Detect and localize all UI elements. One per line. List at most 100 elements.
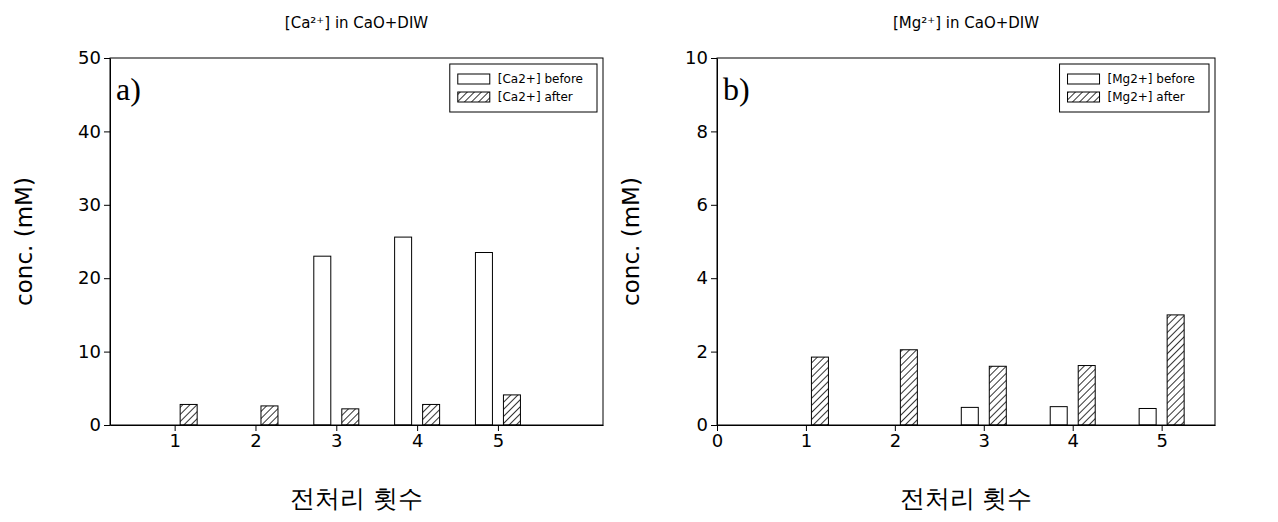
bar [811, 357, 828, 425]
tick-label: 2 [697, 341, 708, 362]
legend: [Ca2+] before [Ca2+] after [450, 64, 597, 112]
x-tick: 2 [250, 425, 261, 451]
bar [900, 350, 917, 425]
tick-mark [711, 352, 717, 353]
tick-label: 3 [331, 430, 342, 451]
x-tick: 5 [493, 425, 504, 451]
x-tick: 1 [169, 425, 180, 451]
tick-mark [104, 58, 110, 59]
legend-swatch [1068, 92, 1100, 102]
bar [395, 237, 412, 425]
axis-line [111, 425, 604, 426]
x-tick: 3 [979, 425, 990, 451]
x-axis-title: 전처리 횟수 [900, 484, 1033, 513]
y-axis-title: conc. (mM) [618, 177, 644, 306]
tick-label: 1 [801, 430, 812, 451]
chart-canvas: 0102030405012345[Ca²⁺] in CaO+DIW전처리 횟수c… [0, 0, 1278, 522]
y-tick: 10 [685, 47, 717, 68]
axis-line [717, 59, 718, 426]
plot-frame [717, 58, 1215, 425]
legend-box [450, 64, 597, 112]
tick-label: 10 [78, 341, 101, 362]
tick-label: 6 [697, 194, 708, 215]
chart-panel: 0 10 20 30 40 50 1 2 3 4 5 [Ca²⁺] in CaO+DIW 전처리 횟수 c… [11, 14, 604, 513]
tick-label: 8 [697, 121, 708, 142]
x-tick: 4 [1067, 425, 1078, 451]
y-tick: 50 [78, 47, 110, 68]
tick-label: 3 [979, 430, 990, 451]
bars [811, 315, 1184, 425]
legend-label: [Ca2+] after [498, 90, 573, 104]
bar [475, 253, 492, 425]
tick-mark [711, 131, 717, 132]
y-tick: 6 [697, 194, 717, 215]
tick-label: 4 [412, 430, 423, 451]
y-tick: 4 [697, 267, 717, 288]
chart-title: [Ca²⁺] in CaO+DIW [285, 14, 429, 32]
bar [961, 407, 978, 425]
axis-line [110, 59, 111, 426]
y-axis: 0 10 20 30 40 50 [78, 47, 110, 435]
tick-mark [104, 425, 110, 426]
tick-label: 20 [78, 267, 101, 288]
x-axis-title: 전처리 횟수 [290, 484, 423, 513]
y-tick: 0 [90, 414, 110, 435]
legend-box [1060, 64, 1209, 112]
tick-mark [104, 205, 110, 206]
tick-label: 30 [78, 194, 101, 215]
y-tick: 2 [697, 341, 717, 362]
x-tick: 3 [331, 425, 342, 451]
legend-swatch [1068, 74, 1100, 84]
legend-swatch [458, 92, 490, 102]
x-tick: 1 [801, 425, 812, 451]
legend-label: [Ca2+] before [498, 72, 583, 86]
x-axis: 1 2 3 4 5 [111, 425, 604, 451]
x-axis: 0 1 2 3 4 5 [712, 425, 1216, 451]
bar [180, 404, 197, 425]
tick-mark [104, 352, 110, 353]
y-axis: 0 2 4 6 8 10 [685, 47, 717, 435]
bar [1167, 315, 1184, 425]
x-tick: 0 [712, 425, 723, 451]
tick-label: 5 [493, 430, 504, 451]
x-tick: 2 [890, 425, 901, 451]
tick-label: 0 [697, 414, 708, 435]
tick-label: 40 [78, 121, 101, 142]
tick-label: 10 [685, 47, 708, 68]
x-tick: 4 [412, 425, 423, 451]
y-tick: 8 [697, 121, 717, 142]
chart-title: [Mg²⁺] in CaO+DIW [893, 14, 1039, 32]
bar [423, 404, 440, 425]
y-tick: 20 [78, 267, 110, 288]
legend: [Mg2+] before [Mg2+] after [1060, 64, 1209, 112]
tick-label: 1 [169, 430, 180, 451]
bar [1050, 407, 1067, 425]
bars [180, 237, 520, 425]
chart-panel: 0 2 4 6 8 10 0 1 2 3 4 5 [Mg²⁺] in CaO+DIW 전처리 횟수 conc… [618, 14, 1216, 513]
legend-label: [Mg2+] before [1108, 72, 1195, 86]
tick-mark [711, 205, 717, 206]
y-tick: 10 [78, 341, 110, 362]
tick-label: 0 [712, 430, 723, 451]
tick-label: 2 [250, 430, 261, 451]
tick-label: 0 [90, 414, 101, 435]
tick-mark [711, 425, 717, 426]
bar [314, 256, 331, 425]
bar [503, 395, 520, 425]
tick-label: 2 [890, 430, 901, 451]
bar [342, 409, 359, 425]
y-axis-title: conc. (mM) [11, 177, 37, 306]
tick-label: 4 [1067, 430, 1078, 451]
axis-line [718, 425, 1216, 426]
tick-mark [104, 131, 110, 132]
bar [261, 406, 278, 425]
x-tick: 5 [1156, 425, 1167, 451]
legend-label: [Mg2+] after [1108, 90, 1185, 104]
tick-mark [711, 58, 717, 59]
y-tick: 30 [78, 194, 110, 215]
tick-mark [711, 278, 717, 279]
tick-label: 50 [78, 47, 101, 68]
panel-label: a) [116, 71, 141, 107]
bar [989, 366, 1006, 425]
tick-mark [104, 278, 110, 279]
